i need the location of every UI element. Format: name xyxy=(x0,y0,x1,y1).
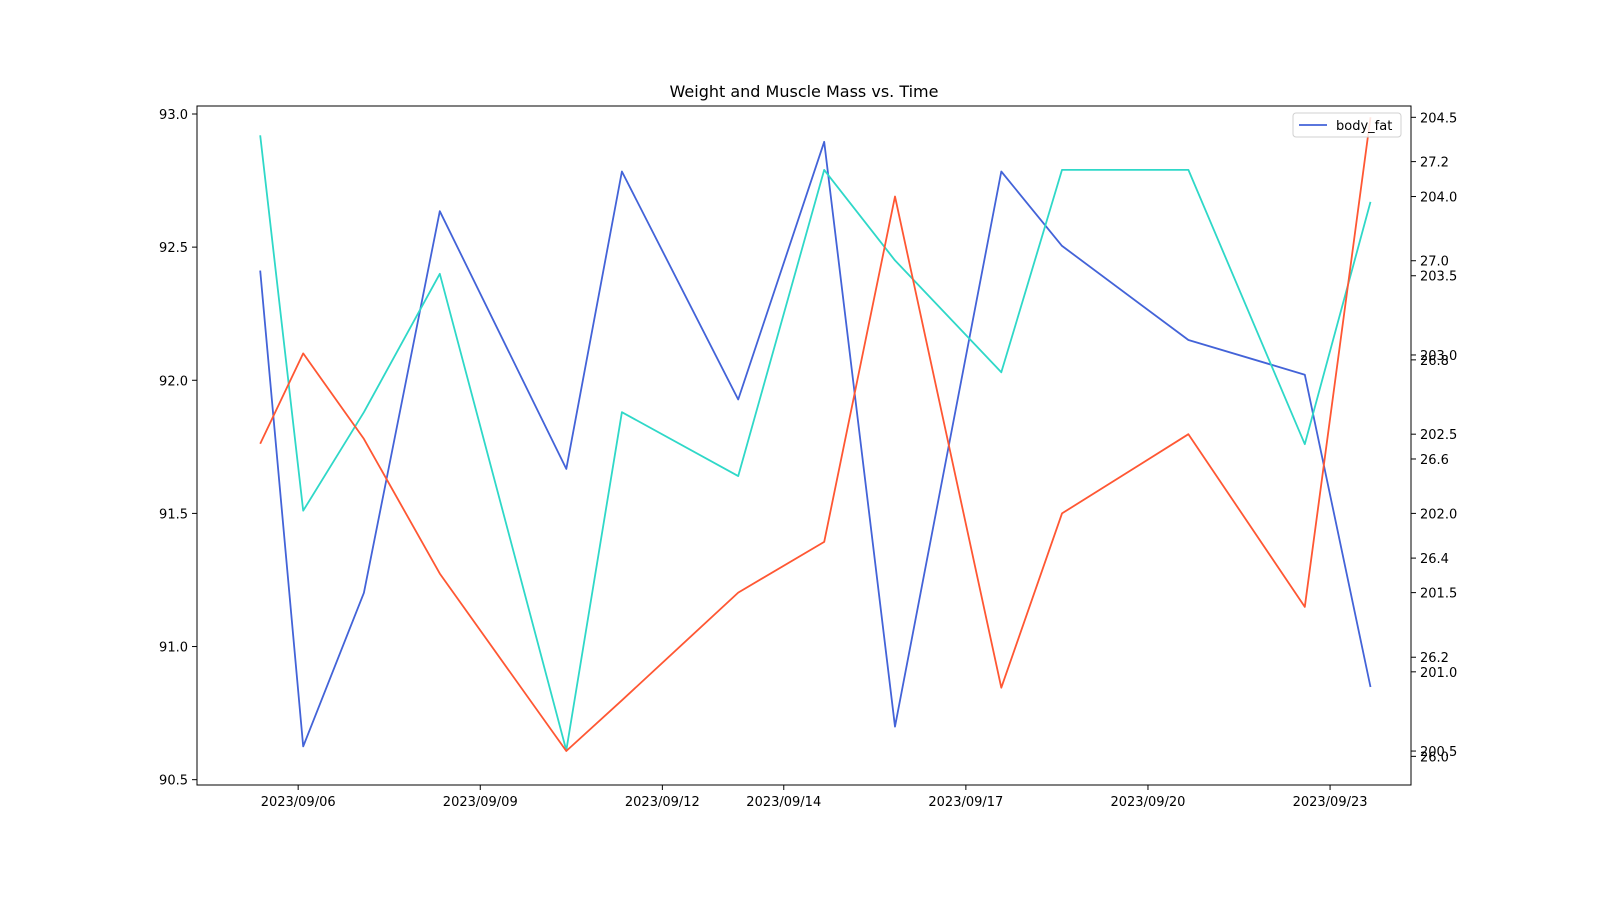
legend-box xyxy=(1292,112,1402,138)
y-right-outer-tick-label: 26.8 xyxy=(1420,354,1449,369)
y-right-inner-tick-label: 200.5 xyxy=(1420,745,1457,760)
x-tick-label: 2023/09/14 xyxy=(746,795,821,810)
y-left-tick-label: 92.0 xyxy=(159,374,188,389)
x-tick-label: 2023/09/23 xyxy=(1293,795,1368,810)
y-left-tick-label: 90.5 xyxy=(159,774,188,789)
y-right-outer-tick-label: 26.2 xyxy=(1420,651,1449,666)
y-right-inner-tick-label: 204.5 xyxy=(1420,111,1457,126)
y-axis-right-outer: 26.0 26.2 26.4 26.6 26.8 27.0 27.2 xyxy=(1411,156,1449,765)
y-axis-left: 90.5 91.0 91.5 92.0 92.5 93.0 xyxy=(159,108,197,789)
series-line-series-2 xyxy=(259,135,1372,752)
legend: body_fat xyxy=(1292,112,1402,138)
y-left-tick-label: 92.5 xyxy=(159,241,188,256)
y-right-inner-tick-label: 202.5 xyxy=(1420,428,1457,443)
series-line-series-3 xyxy=(259,117,1372,752)
x-tick-label: 2023/09/06 xyxy=(261,795,336,810)
x-tick-label: 2023/09/17 xyxy=(928,795,1003,810)
y-left-tick-label: 91.5 xyxy=(159,507,188,522)
y-right-outer-tick-label: 26.6 xyxy=(1420,453,1449,468)
plot-frame xyxy=(196,105,1412,786)
y-right-inner-tick-label: 201.5 xyxy=(1420,587,1457,602)
y-left-tick-label: 91.0 xyxy=(159,641,188,656)
series-line-body_fat xyxy=(259,140,1372,748)
plot-lines xyxy=(259,117,1372,752)
y-right-outer-tick-label: 27.2 xyxy=(1420,156,1449,171)
x-axis: 2023/09/06 2023/09/09 2023/09/12 2023/09/14… xyxy=(261,785,1368,810)
chart-title: Weight and Muscle Mass vs. Time xyxy=(670,82,939,101)
y-right-inner-tick-label: 201.0 xyxy=(1420,666,1457,681)
y-right-outer-tick-label: 27.0 xyxy=(1420,255,1449,270)
y-right-inner-tick-label: 202.0 xyxy=(1420,507,1457,522)
legend-label: body_fat xyxy=(1336,119,1392,134)
y-axis-right-inner: 200.5 201.0 201.5 202.0 202.5 203.0 203.5 204.0… xyxy=(1411,111,1457,760)
y-right-inner-tick-label: 203.5 xyxy=(1420,270,1457,285)
y-right-inner-tick-label: 204.0 xyxy=(1420,191,1457,206)
y-right-inner-tick-label: 203.0 xyxy=(1420,349,1457,364)
x-tick-label: 2023/09/20 xyxy=(1110,795,1185,810)
x-tick-label: 2023/09/12 xyxy=(625,795,700,810)
x-tick-label: 2023/09/09 xyxy=(443,795,518,810)
y-right-outer-tick-label: 26.0 xyxy=(1420,750,1449,765)
y-left-tick-label: 93.0 xyxy=(159,108,188,123)
y-right-outer-tick-label: 26.4 xyxy=(1420,552,1449,567)
